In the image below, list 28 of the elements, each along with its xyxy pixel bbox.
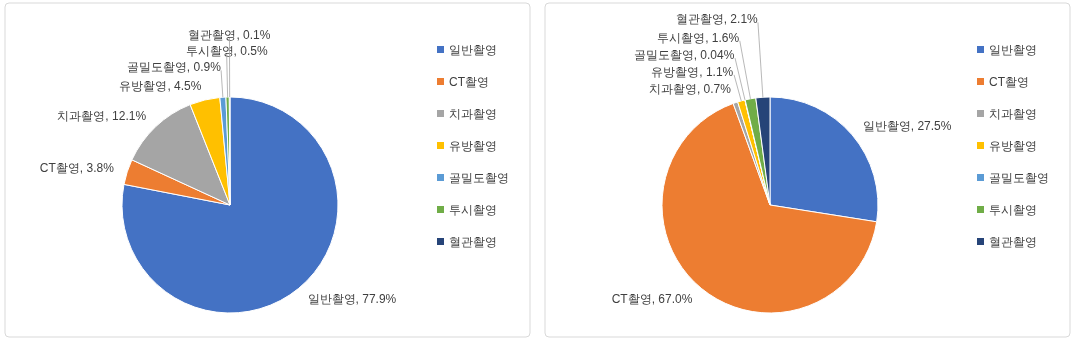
legend-label: 치과촬영 bbox=[449, 107, 497, 121]
data-label: CT촬영, 67.0% bbox=[611, 292, 693, 307]
data-label: 투시촬영, 0.5% bbox=[185, 44, 268, 59]
legend-label: 혈관촬영 bbox=[449, 235, 497, 249]
legend-label: 투시촬영 bbox=[449, 203, 497, 217]
data-label: 치과촬영, 12.1% bbox=[57, 109, 147, 124]
data-label: 혈관촬영, 0.1% bbox=[188, 28, 271, 42]
legend-label: 일반촬영 bbox=[449, 43, 497, 57]
data-label: 골밀도촬영, 0.9% bbox=[126, 60, 222, 75]
legend-label: 유방촬영 bbox=[989, 139, 1037, 153]
data-label: 유방촬영, 4.5% bbox=[119, 79, 202, 94]
legend-label: 치과촬영 bbox=[989, 107, 1037, 121]
legend-label: 일반촬영 bbox=[989, 43, 1037, 57]
data-label: 일반촬영, 27.5% bbox=[862, 118, 952, 133]
data-label: 투시촬영, 1.6% bbox=[657, 30, 740, 45]
data-label: 일반촬영, 77.9% bbox=[307, 292, 397, 307]
legend-label: 골밀도촬영 bbox=[989, 171, 1049, 185]
legend-label: CT촬영 bbox=[449, 75, 489, 89]
data-label: 유방촬영, 1.1% bbox=[651, 64, 734, 79]
legend-label: CT촬영 bbox=[989, 75, 1029, 89]
legend-label: 혈관촬영 bbox=[989, 235, 1037, 249]
data-label: CT촬영, 3.8% bbox=[39, 160, 115, 175]
data-label: 혈관촬영, 2.1% bbox=[675, 12, 759, 27]
legend-label: 투시촬영 bbox=[989, 203, 1037, 217]
legend-label: 골밀도촬영 bbox=[449, 171, 509, 185]
legend-label: 유방촬영 bbox=[449, 139, 497, 153]
data-label: 치과촬영, 0.7% bbox=[648, 82, 732, 97]
data-label: 골밀도촬영, 0.04% bbox=[633, 48, 735, 63]
